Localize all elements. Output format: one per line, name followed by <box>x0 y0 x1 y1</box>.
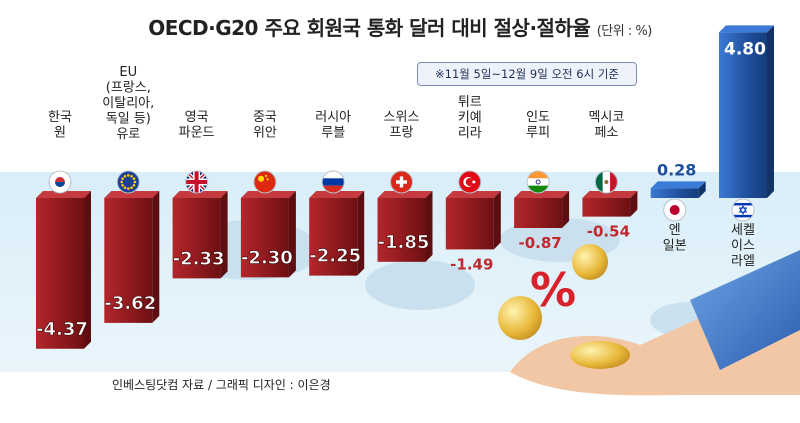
bar-5 <box>377 191 433 262</box>
value-label-5: -1.85 <box>378 232 430 253</box>
chart-unit: (단위 : %) <box>596 24 653 39</box>
svg-text:%: % <box>530 263 576 317</box>
category-label-2: 영국 파운드 <box>179 110 215 141</box>
value-label-6: -1.49 <box>450 255 493 273</box>
india-flag-icon <box>526 170 550 194</box>
bar-9 <box>650 181 706 198</box>
bar-4 <box>309 191 365 276</box>
category-label-0: 한국 원 <box>48 110 72 141</box>
china-flag-icon <box>253 170 277 194</box>
value-label-7: -0.87 <box>518 234 561 252</box>
mexico-flag-icon <box>594 170 618 194</box>
bar-6 <box>445 191 501 250</box>
bar-2 <box>172 191 228 279</box>
hand-coins-illustration: % <box>498 244 800 396</box>
value-label-3: -2.30 <box>241 247 293 268</box>
value-label-2: -2.33 <box>173 248 225 269</box>
japan-flag-icon <box>663 198 687 222</box>
date-note: ※11월 5일~12월 9일 오전 6시 기준 <box>417 62 637 86</box>
bar-8 <box>582 191 638 217</box>
category-label-10: 세켈 이스 라엘 <box>731 223 755 269</box>
eu-flag-icon <box>116 170 140 194</box>
value-label-10: 4.80 <box>724 39 766 59</box>
category-label-7: 인도 루피 <box>526 110 550 141</box>
uk-flag-icon <box>185 170 209 194</box>
bar-0 <box>36 191 91 349</box>
russia-flag-icon <box>321 170 345 194</box>
category-label-4: 러시아 루블 <box>315 110 351 141</box>
value-label-4: -2.25 <box>309 246 361 267</box>
bar-3 <box>240 191 296 278</box>
value-label-9: 0.28 <box>657 160 696 179</box>
source-credit: 인베스팅닷컴 자료 / 그래픽 디자인 : 이은경 <box>112 378 331 392</box>
value-label-8: -0.54 <box>587 223 630 241</box>
israel-flag-icon <box>731 198 755 222</box>
category-label-6: 튀르 키예 리라 <box>458 95 482 141</box>
value-label-1: -3.62 <box>104 293 156 314</box>
category-label-5: 스위스 프랑 <box>384 110 420 141</box>
category-label-3: 중국 위안 <box>253 110 277 141</box>
category-label-1: EU (프랑스, 이탈리아, 독일 등) 유로 <box>102 65 154 142</box>
category-label-8: 멕시코 페소 <box>588 110 624 141</box>
bar-10 <box>719 25 774 199</box>
bar-1 <box>104 191 160 323</box>
bar-7 <box>514 191 570 229</box>
value-label-0: -4.37 <box>36 319 88 340</box>
chart-title: OECD·G20 주요 회원국 통화 달러 대비 절상·절하율 (단위 : %) <box>0 12 800 41</box>
category-label-9: 엔 일본 <box>663 223 687 254</box>
chart-title-text: OECD·G20 주요 회원국 통화 달러 대비 절상·절하율 <box>148 16 591 40</box>
turkey-flag-icon <box>458 170 482 194</box>
korea-flag-icon <box>48 170 72 194</box>
switzerland-flag-icon <box>390 170 413 194</box>
